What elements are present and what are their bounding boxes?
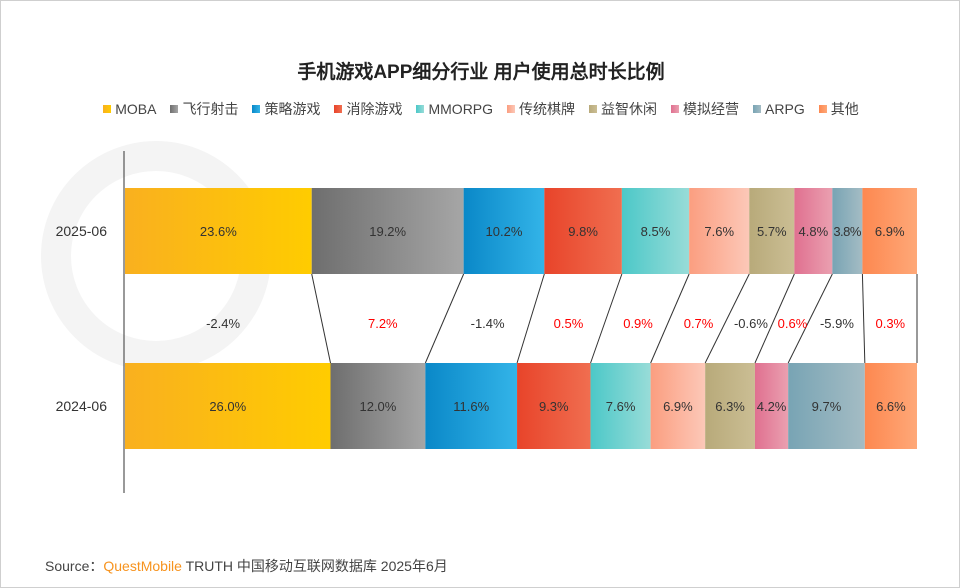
data-label: 5.7% (757, 224, 787, 239)
legend-label: 模拟经营 (683, 101, 740, 117)
source-brand: QuestMobile (103, 558, 182, 574)
connector-line (516, 273, 545, 364)
legend-label: 其他 (830, 101, 859, 117)
bar-segment (862, 188, 917, 274)
legend-label: ARPG (765, 101, 805, 117)
change-label: 0.7% (684, 316, 714, 331)
bar-segment (590, 363, 651, 449)
bar-segment (463, 188, 545, 274)
legend-item: 传统棋牌 (507, 99, 575, 119)
bar-segment (754, 363, 789, 449)
legend-item: MOBA (103, 99, 156, 119)
legend-item: 策略游戏 (252, 99, 320, 119)
bar-segment (689, 188, 750, 274)
legend-swatch (507, 105, 516, 113)
data-label: 6.9% (663, 399, 693, 414)
data-label: 12.0% (359, 399, 396, 414)
legend-label: 传统棋牌 (519, 101, 576, 117)
bar-segment (650, 363, 706, 449)
bar-segment (749, 188, 795, 274)
change-label: 0.6% (778, 316, 808, 331)
bar-segment (832, 188, 863, 274)
connector-line (311, 273, 331, 364)
change-label: 0.3% (875, 316, 905, 331)
data-label: 19.2% (369, 224, 406, 239)
change-label: 0.5% (554, 316, 584, 331)
connector-line (590, 273, 623, 364)
connector-line (754, 273, 795, 364)
legend-swatch (252, 105, 261, 113)
bar-segment (517, 363, 591, 449)
data-label: 9.7% (812, 399, 842, 414)
legend-swatch (589, 105, 598, 113)
data-label: 23.6% (200, 224, 237, 239)
source-label: Source： (45, 558, 104, 574)
bar-segment (705, 363, 755, 449)
change-label: -5.9% (820, 316, 854, 331)
connector-line (787, 273, 833, 364)
legend-swatch (170, 105, 179, 113)
data-label: 9.8% (568, 224, 598, 239)
bar-segment (425, 363, 518, 449)
legend-item: 益智休闲 (589, 99, 657, 119)
data-label: 6.9% (875, 224, 905, 239)
source-note: Source：QuestMobile TRUTH 中国移动互联网数据库 2025… (45, 556, 448, 576)
data-label: 7.6% (606, 399, 636, 414)
legend-swatch (416, 105, 425, 113)
data-label: 4.8% (799, 224, 829, 239)
legend-swatch (818, 105, 827, 113)
change-label: -1.4% (471, 316, 505, 331)
y-tick-label: 2025-06 (56, 223, 108, 239)
data-label: 4.2% (757, 399, 787, 414)
legend-item: 其他 (818, 99, 859, 119)
data-label: 8.5% (641, 224, 671, 239)
change-label: -2.4% (206, 316, 240, 331)
chart-title: 手机游戏APP细分行业 用户使用总时长比例 (297, 62, 665, 83)
legend-label: 飞行射击 (182, 101, 239, 117)
bar-segment (621, 188, 690, 274)
data-label: 11.6% (453, 399, 489, 414)
change-label: -0.6% (734, 316, 768, 331)
legend-label: 策略游戏 (264, 101, 321, 117)
legend-item: 消除游戏 (334, 99, 402, 119)
legend-item: MMORPG (416, 99, 493, 119)
change-label: 0.9% (623, 316, 653, 331)
legend-swatch (334, 105, 343, 113)
bar-segment (788, 363, 865, 449)
bar-segment (311, 188, 464, 274)
connector-line (650, 273, 690, 364)
data-label: 3.8% (833, 224, 862, 239)
change-label: 7.2% (368, 316, 398, 331)
legend-item: ARPG (753, 99, 805, 119)
legend-swatch (671, 105, 680, 113)
connector-line (861, 273, 866, 364)
legend-label: 益智休闲 (601, 101, 658, 117)
data-label: 6.6% (876, 399, 906, 414)
bar-segment (125, 363, 331, 449)
legend: MOBA 飞行射击 策略游戏 消除游戏 MMORPG 传统棋牌 益智休闲 模拟经营 ARPG 其他 (1, 99, 959, 119)
legend-label: MMORPG (428, 101, 494, 117)
data-label: 26.0% (209, 399, 246, 414)
legend-item: 飞行射击 (170, 99, 238, 119)
connector-line (424, 273, 465, 364)
bar-segment (330, 363, 426, 449)
legend-item: 模拟经营 (671, 99, 739, 119)
legend-label: MOBA (115, 101, 157, 117)
source-text: TRUTH 中国移动互联网数据库 2025年6月 (185, 558, 448, 574)
bar-segment (864, 363, 917, 449)
legend-swatch (103, 105, 112, 113)
legend-swatch (753, 105, 762, 113)
data-label: 10.2% (486, 224, 523, 239)
data-label: 6.3% (715, 399, 745, 414)
data-label: 9.3% (539, 399, 569, 414)
data-label: 7.6% (704, 224, 734, 239)
bar-segment (544, 188, 622, 274)
connector-line (704, 273, 750, 364)
y-tick-label: 2024-06 (56, 398, 108, 414)
bar-segment (125, 188, 312, 274)
legend-label: 消除游戏 (346, 101, 403, 117)
bar-segment (794, 188, 833, 274)
